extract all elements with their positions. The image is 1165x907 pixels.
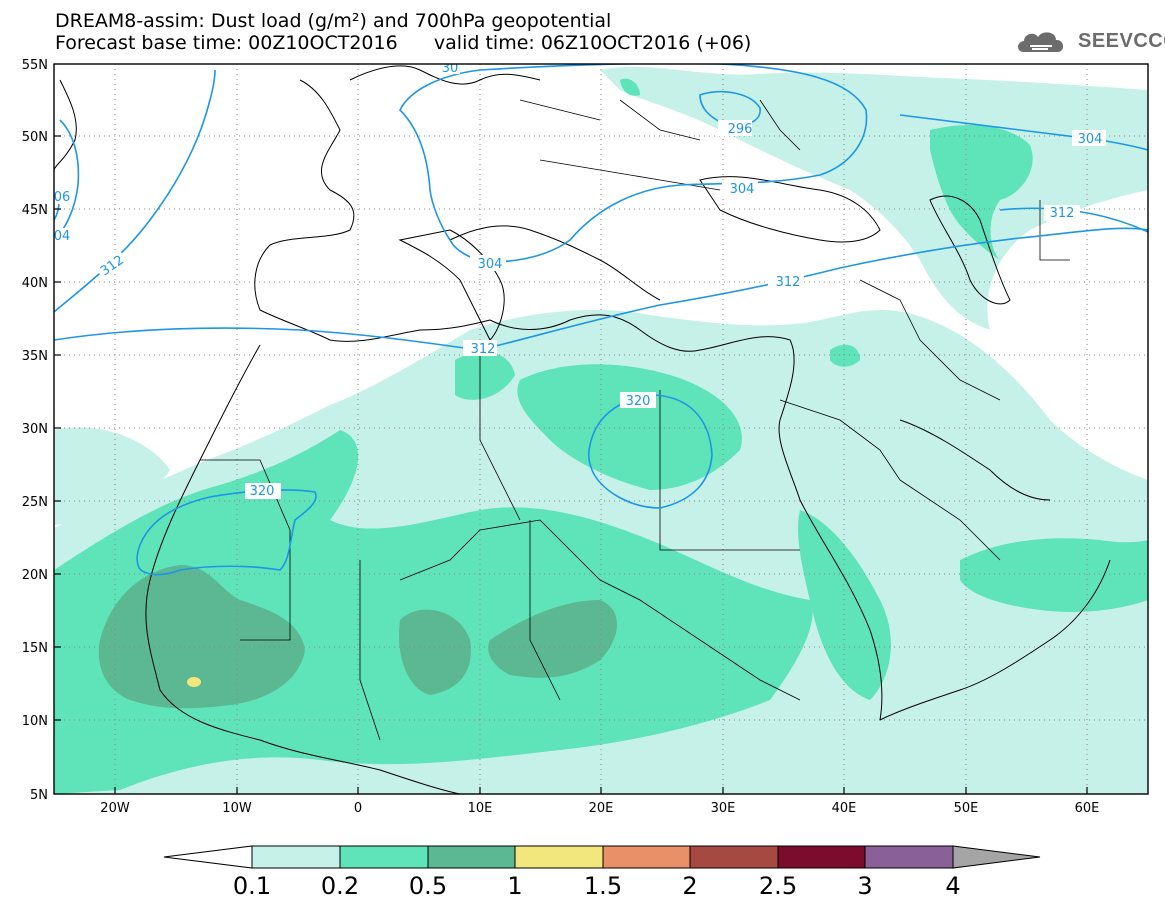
dust-layer-0.5 xyxy=(98,565,617,709)
contour-label-320-sahara: 320 xyxy=(250,484,275,499)
contour-label-304-blacksea: 304 xyxy=(730,182,755,197)
lat-label: 15N xyxy=(22,641,48,656)
contour-label-304-east: 304 xyxy=(1078,132,1103,147)
lat-label: 55N xyxy=(22,58,48,73)
colorbar-swatch xyxy=(514,845,604,869)
lat-label: 10N xyxy=(22,714,48,729)
colorbar-swatch xyxy=(427,845,516,869)
contour-label-320-libya: 320 xyxy=(626,394,651,409)
lat-label: 35N xyxy=(22,349,48,364)
colorbar-label: 4 xyxy=(945,872,961,900)
lon-label: 20W xyxy=(100,801,130,816)
lon-label: 40E xyxy=(832,801,857,816)
forecast-time-line: Forecast base time: 00Z10OCT2016 valid t… xyxy=(55,32,752,54)
lat-label: 30N xyxy=(22,422,48,437)
colorbar-label: 2 xyxy=(682,872,698,900)
lon-labels: 20W 10W 0 10E 20E 30E 40E 50E 60E xyxy=(100,801,1099,816)
lat-label: 40N xyxy=(22,276,48,291)
axis-ticks xyxy=(54,135,1088,794)
contour-label-312-caspian: 312 xyxy=(1050,206,1075,221)
lon-label: 30E xyxy=(711,801,736,816)
lon-label: 60E xyxy=(1075,801,1100,816)
colorbar-swatch xyxy=(251,845,341,869)
contour-labels: 296 304 304 304 312 312 312 312 320 320 … xyxy=(54,61,1106,499)
colorbar-label: 3 xyxy=(857,872,873,900)
colorbar-label: 0.5 xyxy=(408,872,448,900)
colorbar-high-arrow xyxy=(952,845,1041,869)
contour-label-312-tunisia: 312 xyxy=(471,342,496,357)
colorbar-label: 0.2 xyxy=(320,872,360,900)
lat-label: 5N xyxy=(30,788,48,803)
contour-label-06: 06 xyxy=(54,190,71,205)
lon-label: 0 xyxy=(354,801,362,816)
colorbar-swatch xyxy=(602,845,691,869)
colorbar-swatch xyxy=(777,845,866,869)
colorbar-label: 1 xyxy=(507,872,523,900)
contour-label-304-italy: 304 xyxy=(478,257,503,272)
cloud-icon xyxy=(1018,32,1064,52)
lat-label: 50N xyxy=(22,130,48,145)
contour-label-30: 30 xyxy=(442,61,459,76)
lon-label: 10W xyxy=(222,801,252,816)
colorbar-label: 0.1 xyxy=(232,872,272,900)
lat-label: 20N xyxy=(22,568,48,583)
contour-label-296: 296 xyxy=(728,122,753,137)
lat-labels: 55N 50N 45N 40N 35N 30N 25N 20N 15N 10N … xyxy=(22,58,48,803)
colorbar-label: 1.5 xyxy=(583,872,623,900)
colorbar-swatch xyxy=(689,845,779,869)
colorbar-swatch xyxy=(864,845,954,869)
lon-label: 20E xyxy=(589,801,614,816)
seevccc-logo: SEEVCCC xyxy=(1016,26,1165,58)
colorbar-label: 2.5 xyxy=(758,872,798,900)
dust-layer-1 xyxy=(187,677,201,687)
contour-label-312-turkey: 312 xyxy=(776,275,801,290)
colorbar-low-arrow xyxy=(163,845,253,869)
contour-label-04: 04 xyxy=(54,229,71,244)
colorbar-swatch xyxy=(339,845,429,869)
lat-label: 45N xyxy=(22,203,48,218)
map-title: DREAM8-assim: Dust load (g/m²) and 700hP… xyxy=(55,10,612,32)
lat-label: 25N xyxy=(22,495,48,510)
coastlines xyxy=(54,65,1111,794)
lon-label: 10E xyxy=(468,801,493,816)
logo-text: SEEVCCC xyxy=(1078,30,1165,52)
lon-label: 50E xyxy=(954,801,979,816)
